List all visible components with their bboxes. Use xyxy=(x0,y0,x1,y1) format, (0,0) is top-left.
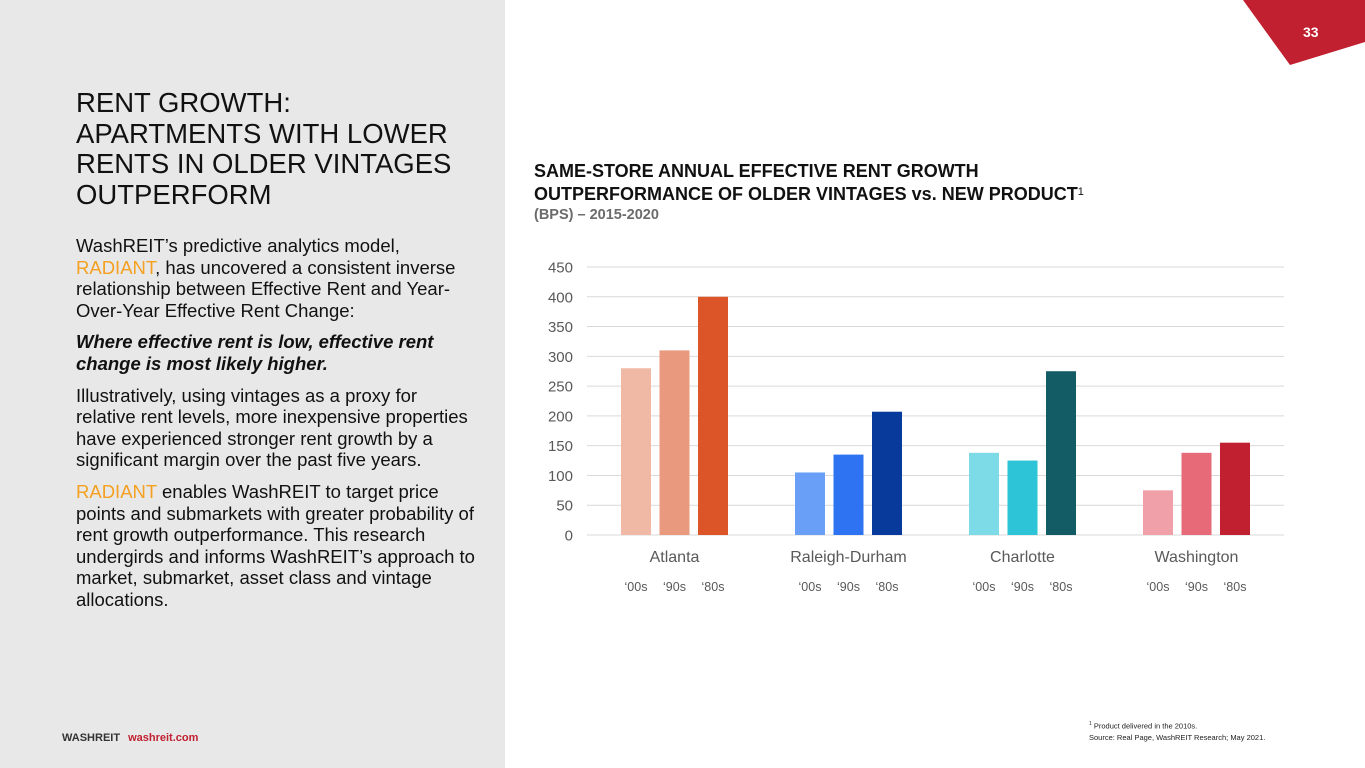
x-category-label: Washington xyxy=(1155,549,1239,566)
page-number: 33 xyxy=(1303,24,1319,40)
page-title: RENT GROWTH: APARTMENTS WITH LOWER RENTS… xyxy=(76,87,496,210)
y-tick-label: 350 xyxy=(548,319,573,336)
bar xyxy=(1007,460,1038,535)
bar xyxy=(833,454,864,535)
title-line: RENTS IN OLDER VINTAGES xyxy=(76,148,452,179)
vintage-label: ‘90s xyxy=(837,580,860,594)
x-category-label: Charlotte xyxy=(990,549,1055,566)
y-tick-label: 0 xyxy=(565,528,573,545)
title-line: APARTMENTS WITH LOWER xyxy=(76,117,448,149)
page-corner-flag xyxy=(1243,0,1365,65)
footnote-marker: 1 xyxy=(1077,186,1084,198)
bar xyxy=(621,368,651,535)
y-tick-label: 100 xyxy=(548,468,573,485)
text: , has uncovered a consistent inverse rel… xyxy=(76,256,456,321)
corner-shape xyxy=(1243,0,1365,65)
website-link[interactable]: washreit.com xyxy=(128,732,199,744)
bar xyxy=(795,472,825,535)
bar xyxy=(1181,452,1212,535)
paragraph-illustration: Illustratively, using vintages as a prox… xyxy=(76,384,468,471)
vintage-label: ‘80s xyxy=(1224,580,1247,594)
text: WashREIT’s predictive analytics model, xyxy=(76,235,400,256)
bar xyxy=(969,452,999,535)
y-tick-label: 250 xyxy=(548,379,573,396)
footnote-text: Product delivered in the 2010s. xyxy=(1091,721,1198,731)
y-tick-label: 300 xyxy=(548,349,573,366)
y-tick-label: 50 xyxy=(556,498,573,515)
brand-name: WASHREIT xyxy=(62,732,121,744)
radiant-highlight: RADIANT xyxy=(76,480,157,502)
x-category-label: Raleigh-Durham xyxy=(790,549,907,566)
y-tick-label: 200 xyxy=(548,408,573,425)
bar xyxy=(659,350,690,535)
chart-title: SAME-STORE ANNUAL EFFECTIVE RENT GROWTH … xyxy=(534,160,1084,206)
text: enables WashREIT to target price points … xyxy=(76,480,475,610)
bar xyxy=(698,296,728,535)
body-text: WashREIT’s predictive analytics model, R… xyxy=(76,235,476,621)
vintage-label: ‘00s xyxy=(973,580,996,594)
vintage-label: ‘80s xyxy=(876,580,899,594)
left-panel xyxy=(0,0,505,768)
bar xyxy=(1046,371,1076,535)
vintage-label: ‘90s xyxy=(1185,580,1208,594)
chart-title-line: OUTPERFORMANCE OF OLDER VINTAGES vs. NEW… xyxy=(534,184,1078,204)
vintage-label: ‘00s xyxy=(799,580,822,594)
bar xyxy=(1143,490,1173,535)
y-tick-label: 400 xyxy=(548,289,573,306)
y-tick-label: 150 xyxy=(548,438,573,455)
radiant-highlight: RADIANT xyxy=(76,256,156,278)
footer-brand: WASHREIT washreit.com xyxy=(62,732,198,744)
chart-title-line: SAME-STORE ANNUAL EFFECTIVE RENT GROWTH xyxy=(534,161,979,181)
bar xyxy=(872,411,902,535)
title-line: RENT GROWTH: xyxy=(76,87,291,118)
vintage-label: ‘90s xyxy=(1011,580,1034,594)
vintage-label: ‘80s xyxy=(1050,580,1073,594)
source-text: Source: Real Page, WashREIT Research; Ma… xyxy=(1089,732,1266,742)
title-line: OUTPERFORM xyxy=(76,178,272,210)
y-tick-label: 450 xyxy=(548,260,573,277)
vintage-label: ‘80s xyxy=(702,580,725,594)
footnote-marker: 1 xyxy=(1089,721,1092,727)
vintage-label: ‘90s xyxy=(663,580,686,594)
paragraph-intro: WashREIT’s predictive analytics model, R… xyxy=(76,235,476,321)
chart-subtitle: (BPS) – 2015-2020 xyxy=(534,207,659,223)
vintage-label: ‘00s xyxy=(1147,580,1170,594)
paragraph-radiant: RADIANT enables WashREIT to target price… xyxy=(76,481,476,611)
bar xyxy=(1220,442,1250,535)
x-category-label: Atlanta xyxy=(650,549,700,566)
paragraph-emphasis: Where effective rent is low, effective r… xyxy=(76,331,434,374)
vintage-label: ‘00s xyxy=(625,580,648,594)
footnote: 1 Product delivered in the 2010s. Source… xyxy=(1089,719,1265,743)
